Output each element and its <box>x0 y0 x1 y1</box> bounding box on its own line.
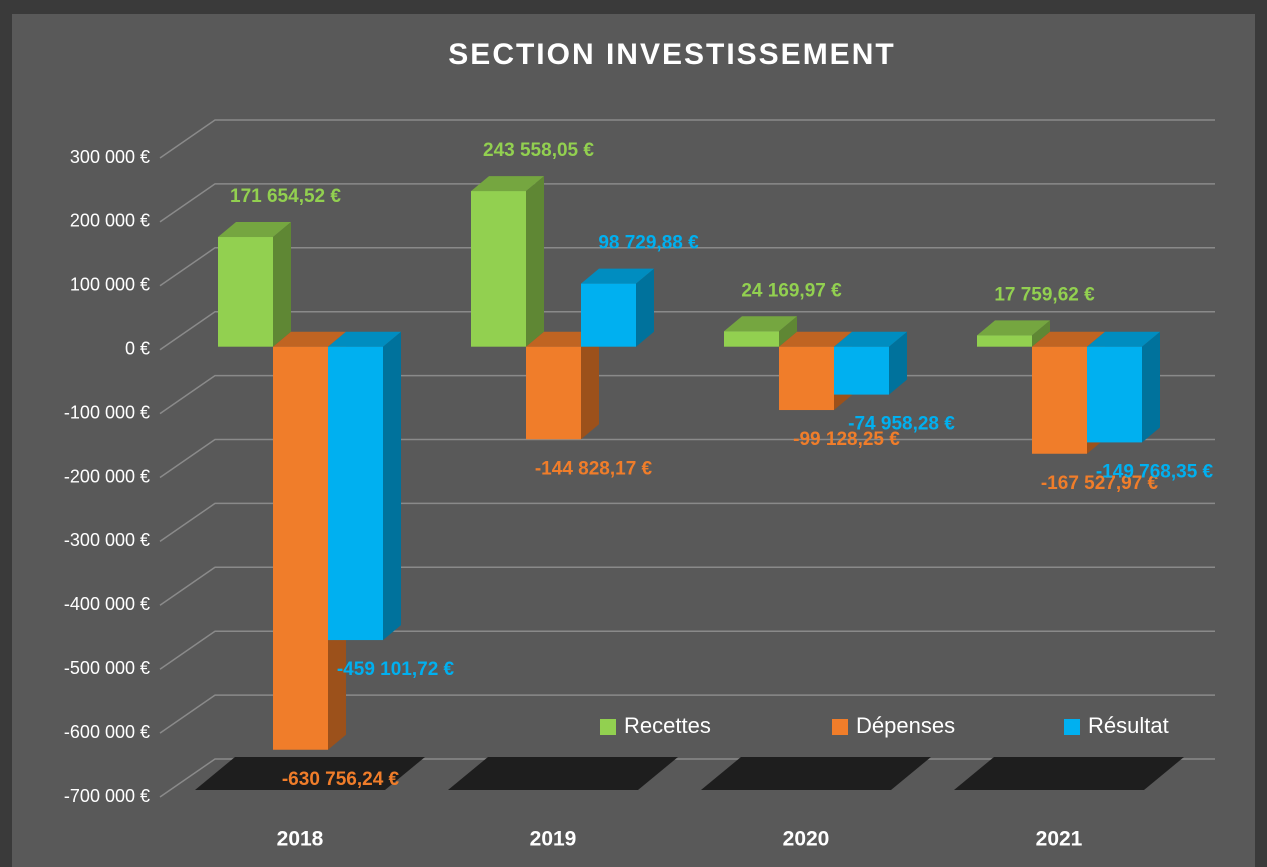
bar <box>328 346 383 641</box>
bar-side <box>1142 331 1160 443</box>
grid-line <box>159 566 1215 606</box>
bar <box>1032 346 1087 454</box>
y-tick-label: 300 000 € <box>70 147 150 167</box>
legend-label: Recettes <box>624 713 711 738</box>
data-label: 243 558,05 € <box>483 140 594 161</box>
y-tick-label: -500 000 € <box>64 658 150 678</box>
grid-line <box>159 502 1215 543</box>
bar <box>273 346 328 750</box>
bar-top <box>273 331 346 347</box>
chart-title: SECTION INVESTISSEMENT <box>448 38 895 71</box>
data-label: 17 759,62 € <box>994 284 1095 305</box>
grid-line <box>159 310 1215 351</box>
bar <box>471 191 526 347</box>
bar <box>526 346 581 440</box>
legend-swatch <box>600 719 616 735</box>
y-tick-label: -100 000 € <box>64 402 150 422</box>
bar-side <box>779 316 797 347</box>
y-tick-label: 100 000 € <box>70 275 150 295</box>
bar <box>218 237 273 347</box>
grid-line <box>159 183 1215 223</box>
legend-swatch <box>832 719 848 735</box>
bar-side <box>889 331 907 395</box>
bar <box>834 346 889 395</box>
bar-top <box>1087 331 1160 347</box>
y-tick-label: -400 000 € <box>64 594 150 614</box>
floor-shadow <box>701 757 931 790</box>
data-label: -144 828,17 € <box>535 458 653 479</box>
x-tick-label: 2018 <box>277 828 324 851</box>
legend-label: Résultat <box>1088 713 1169 738</box>
data-label: -630 756,24 € <box>282 769 400 790</box>
x-tick-label: 2021 <box>1036 828 1083 851</box>
bar-side <box>273 222 291 347</box>
bar-side <box>1032 320 1050 347</box>
grid-line <box>159 630 1215 670</box>
bar-top <box>581 268 654 284</box>
bar-side <box>636 268 654 347</box>
floor-shadow <box>448 757 678 790</box>
data-label: 171 654,52 € <box>230 186 341 207</box>
floor-shadow <box>195 757 425 790</box>
bar-top <box>834 331 907 347</box>
bar <box>724 331 779 347</box>
grid-line <box>159 247 1215 287</box>
y-tick-label: -300 000 € <box>64 530 150 550</box>
bar <box>779 346 834 411</box>
bar-top <box>1032 331 1105 347</box>
y-tick-label: 200 000 € <box>70 211 150 231</box>
bar <box>977 335 1032 347</box>
bar-top <box>779 331 852 347</box>
y-tick-label: -700 000 € <box>64 786 150 806</box>
y-tick-label: -200 000 € <box>64 466 150 486</box>
legend-label: Dépenses <box>856 713 955 738</box>
bar-top <box>526 331 599 347</box>
bar-top <box>328 331 401 347</box>
bar-top <box>471 176 544 192</box>
data-label: -149 768,35 € <box>1096 461 1214 482</box>
data-label: -74 958,28 € <box>848 414 955 435</box>
floor-shadow <box>954 757 1184 790</box>
bar-top <box>977 320 1050 336</box>
y-tick-label: 0 € <box>125 338 150 358</box>
bar-top <box>218 222 291 238</box>
data-label: 98 729,88 € <box>598 233 699 254</box>
y-tick-label: -600 000 € <box>64 722 150 742</box>
grid-line <box>159 119 1215 159</box>
bar-side <box>526 176 544 347</box>
bar-side <box>383 331 401 641</box>
bar <box>1087 346 1142 443</box>
bar-side <box>581 331 599 440</box>
x-tick-label: 2019 <box>530 828 577 851</box>
x-tick-label: 2020 <box>783 828 830 851</box>
data-label: -99 128,25 € <box>793 429 900 450</box>
bar <box>581 283 636 347</box>
data-label: -459 101,72 € <box>337 659 455 680</box>
data-label: 24 169,97 € <box>741 280 842 301</box>
grid-line <box>159 438 1215 479</box>
legend-swatch <box>1064 719 1080 735</box>
bar-top <box>724 316 797 332</box>
data-label: -167 527,97 € <box>1041 473 1159 494</box>
grid-line <box>159 694 1215 734</box>
